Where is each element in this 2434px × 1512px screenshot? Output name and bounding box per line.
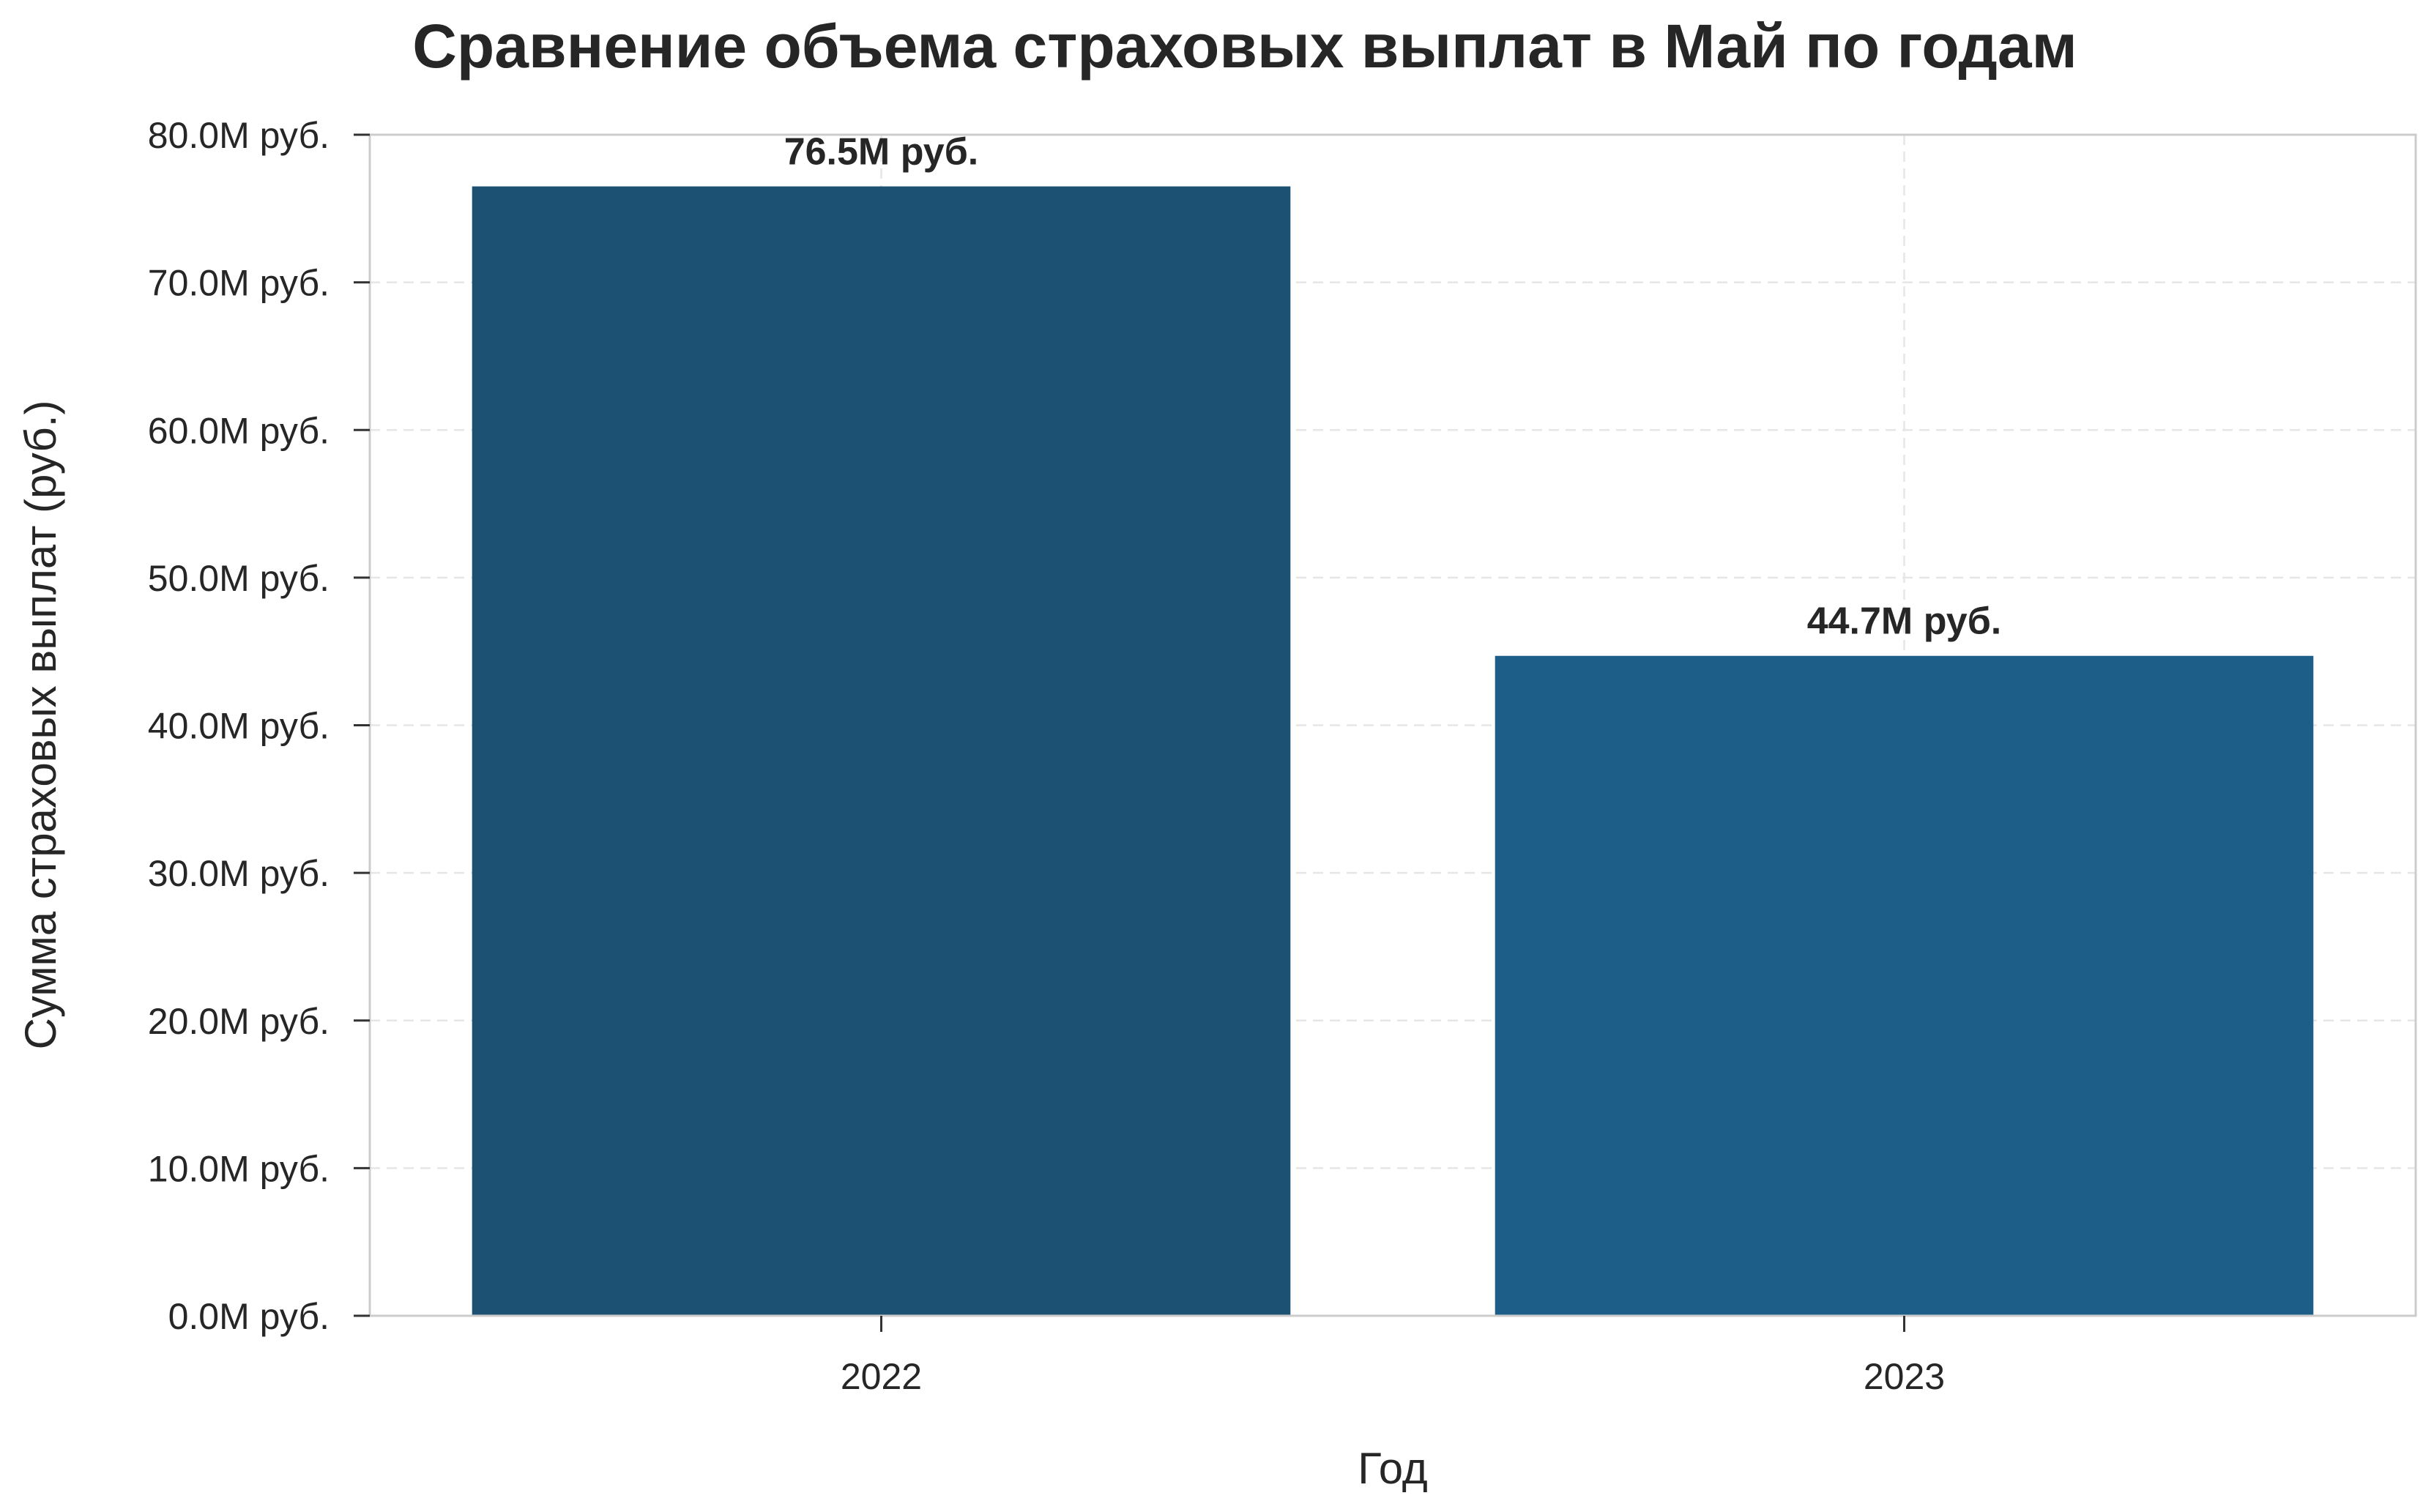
bar-2023 [1495,655,2314,1316]
y-tick-label: 0.0M руб. [168,1296,330,1337]
y-tick-label: 10.0M руб. [148,1148,330,1189]
data-label-2023: 44.7M руб. [1807,600,2002,643]
y-tick-label: 30.0M руб. [148,853,330,894]
x-tick-label-2022: 2022 [841,1356,922,1397]
data-label-2022: 76.5M руб. [784,131,979,174]
y-tick-label: 20.0M руб. [148,1001,330,1042]
y-tick-label: 50.0M руб. [148,558,330,599]
y-tick-label: 80.0M руб. [148,115,330,156]
y-tick-label: 70.0M руб. [148,263,330,304]
chart-title: Сравнение объема страховых выплат в Май … [412,12,2077,81]
y-tick-label: 60.0M руб. [148,410,330,451]
x-axis-label: Год [1358,1444,1428,1493]
axis-layer: 0.0M руб. 10.0M руб. 20.0M руб. 30.0M руб. 4… [148,115,1945,1397]
label-layer: 76.5M руб. 44.7M руб. [784,131,2002,643]
bar-2022 [472,186,1291,1317]
bar-layer [472,186,2314,1317]
x-tick-label-2023: 2023 [1864,1356,1945,1397]
y-axis-label: Сумма страховых выплат (руб.) [16,401,65,1050]
y-tick-label: 40.0M руб. [148,706,330,747]
